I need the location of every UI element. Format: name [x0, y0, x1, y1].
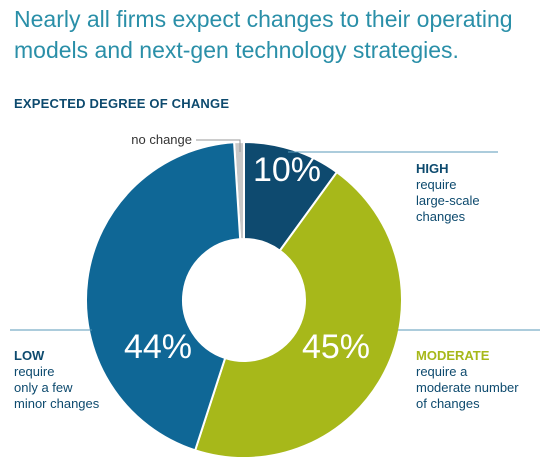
- category-title-moderate: MODERATE: [416, 348, 490, 363]
- category-desc-low: only a few: [14, 380, 73, 395]
- chart-subhead: EXPECTED DEGREE OF CHANGE: [14, 96, 230, 111]
- category-desc-moderate: require a: [416, 364, 468, 379]
- category-desc-high: require: [416, 177, 456, 192]
- leader-line-no-change: [196, 139, 241, 152]
- category-title-high: HIGH: [416, 161, 449, 176]
- slice-moderate: [193, 170, 403, 459]
- category-desc-moderate: of changes: [416, 396, 480, 411]
- category-desc-low: require: [14, 364, 54, 379]
- category-title-low: LOW: [14, 348, 45, 363]
- headline: Nearly all firms expect changes to their…: [14, 6, 513, 63]
- category-desc-high: large-scale: [416, 193, 480, 208]
- value-label-high: 10%: [253, 151, 321, 189]
- value-label-low: 44%: [124, 328, 192, 366]
- category-desc-moderate: moderate number: [416, 380, 519, 395]
- category-desc-high: changes: [416, 209, 466, 224]
- no-change-label: no change: [131, 132, 192, 147]
- slice-low: [85, 141, 242, 452]
- value-label-moderate: 45%: [302, 328, 370, 366]
- category-desc-low: minor changes: [14, 396, 100, 411]
